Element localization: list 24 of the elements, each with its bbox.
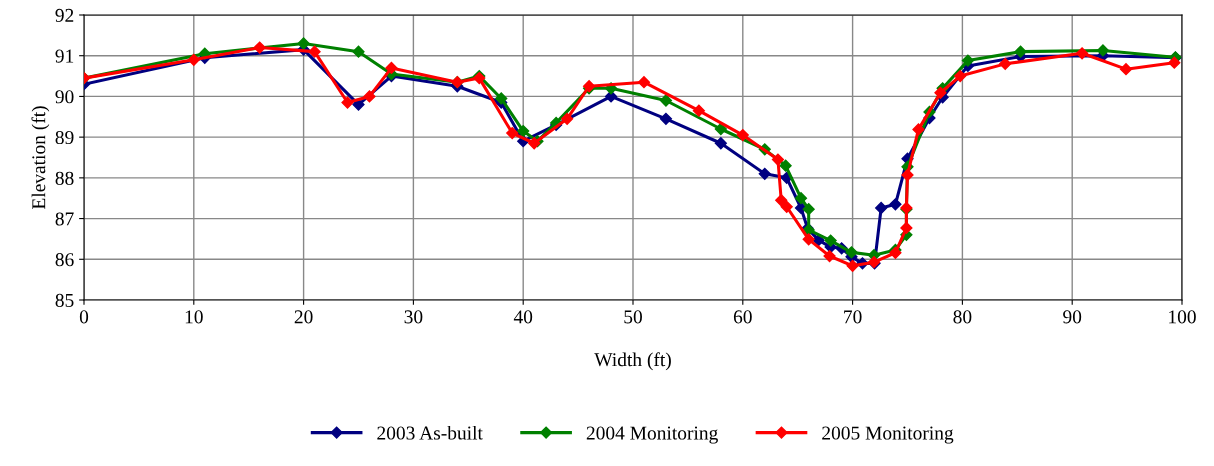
x-tick-label: 70 — [844, 310, 862, 324]
y-tick-label: 85 — [55, 293, 74, 307]
y-tick-label: 90 — [55, 90, 74, 104]
y-tick-label: 92 — [55, 8, 74, 22]
x-tick-label: 20 — [294, 310, 313, 324]
x-tick-label: 0 — [79, 310, 89, 324]
x-tick-label: 80 — [953, 310, 972, 324]
legend-label: 2004 Monitoring — [586, 426, 718, 444]
y-tick-label: 88 — [55, 171, 74, 185]
legend-label: 2003 As-built — [377, 425, 483, 440]
legend-label: 2005 Monitoring — [822, 426, 954, 444]
x-tick-label: 30 — [404, 310, 423, 324]
y-tick-label: 91 — [55, 49, 74, 63]
x-tick-label: 10 — [185, 310, 203, 324]
x-tick-label: 90 — [1063, 310, 1082, 324]
x-tick-label: 60 — [733, 310, 752, 324]
x-tick-label: 100 — [1169, 310, 1196, 324]
x-tick-label: 50 — [624, 310, 642, 324]
x-tick-label: 40 — [513, 310, 533, 324]
y-tick-label: 87 — [55, 212, 74, 226]
y-axis-title: Elevation (ft) — [31, 106, 50, 210]
y-tick-label: 89 — [55, 130, 74, 145]
y-tick-label: 86 — [55, 253, 74, 267]
x-axis-title: Width (ft) — [594, 352, 671, 371]
